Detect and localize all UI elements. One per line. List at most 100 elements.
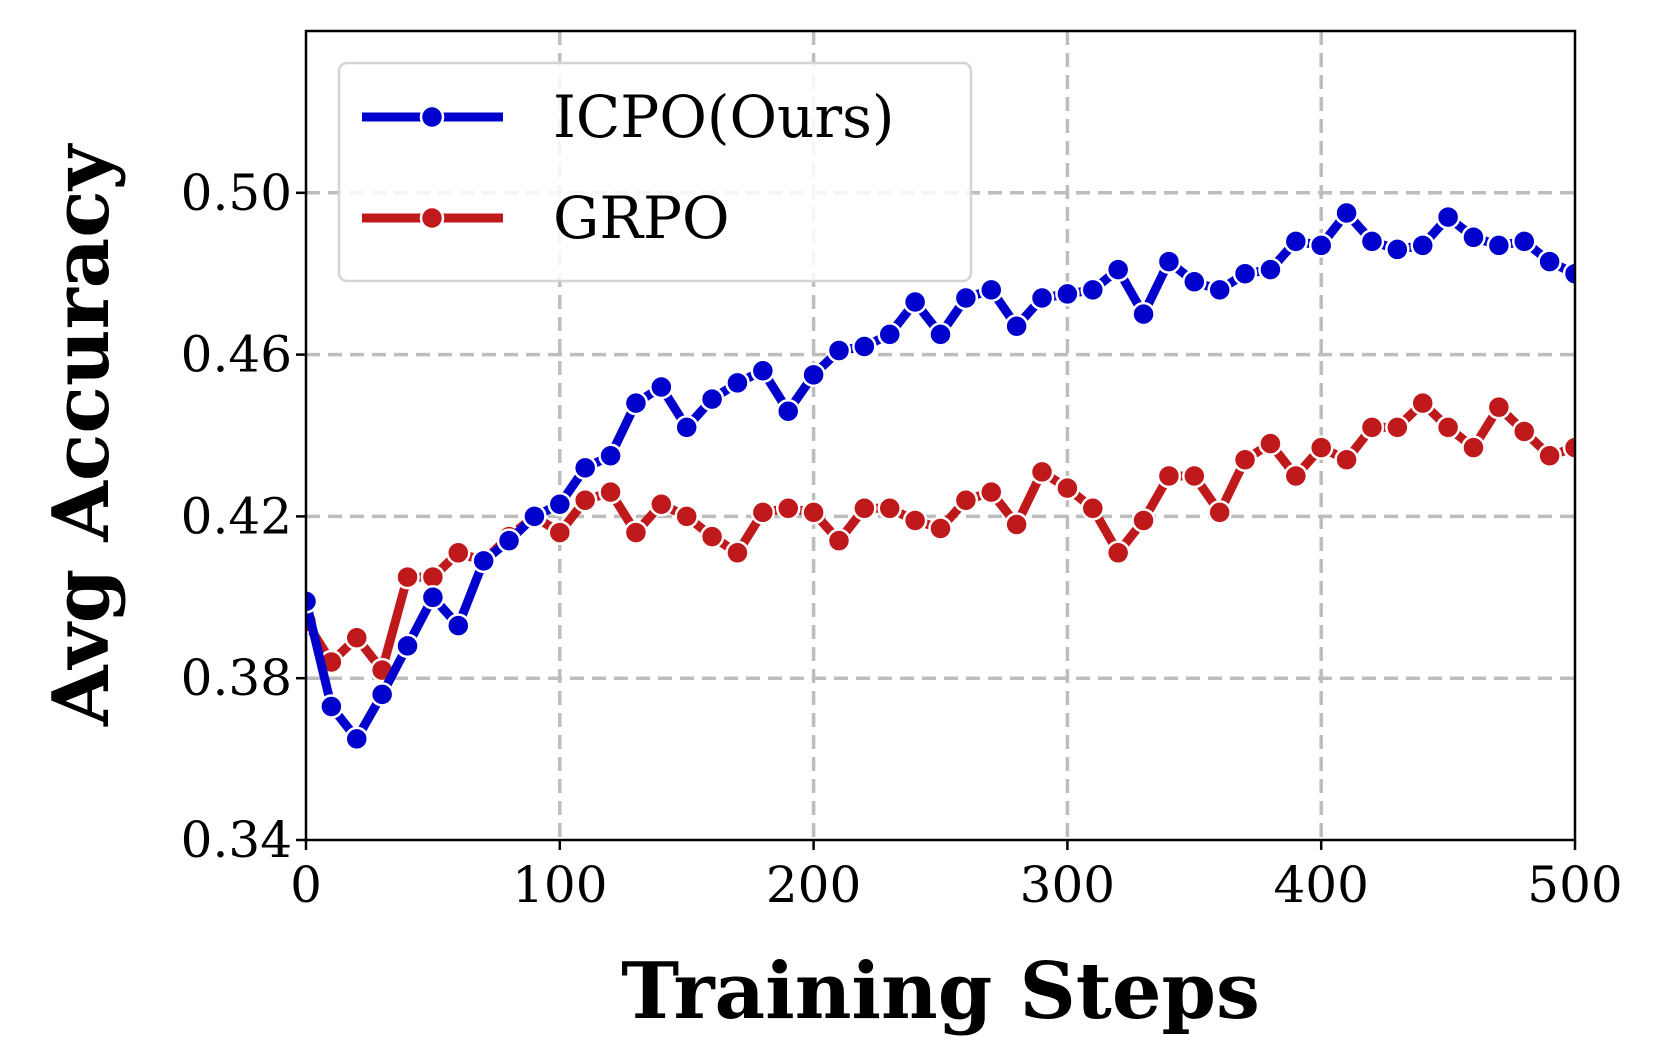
- data-point: [1537, 443, 1562, 468]
- x-tick-label: 100: [512, 856, 607, 914]
- data-point: [826, 528, 852, 553]
- series-grpo: [306, 390, 1575, 683]
- data-point: [1562, 261, 1575, 286]
- data-point: [598, 479, 623, 505]
- data-point: [979, 277, 1004, 303]
- data-point: [877, 496, 902, 521]
- data-point: [572, 487, 598, 513]
- data-point: [725, 540, 750, 566]
- data-point: [420, 564, 446, 590]
- y-tick-label: 0.46: [181, 326, 292, 384]
- data-point: [471, 548, 496, 574]
- data-point: [420, 585, 446, 610]
- data-point: [1182, 463, 1207, 489]
- data-point: [1486, 394, 1512, 420]
- data-point: [1232, 447, 1258, 473]
- data-point: [547, 520, 573, 545]
- data-point: [572, 455, 598, 481]
- data-point: [1080, 496, 1106, 521]
- data-point: [1486, 233, 1512, 258]
- data-point: [395, 633, 420, 659]
- data-point: [1004, 512, 1029, 537]
- data-point: [1511, 419, 1537, 444]
- data-point: [674, 415, 699, 440]
- data-point: [1359, 229, 1385, 254]
- data-point: [902, 289, 928, 315]
- series-line: [306, 208, 1575, 744]
- plot-frame: [304, 29, 1577, 842]
- data-point: [623, 520, 649, 545]
- data-point: [928, 322, 953, 347]
- data-point: [953, 285, 979, 311]
- data-point: [1385, 415, 1410, 440]
- data-point: [1207, 500, 1232, 525]
- data-point: [1308, 435, 1334, 460]
- data-point: [1511, 229, 1537, 254]
- data-point: [1232, 261, 1258, 286]
- legend-marker: [419, 205, 445, 231]
- data-point: [1410, 390, 1435, 416]
- data-point: [852, 334, 877, 359]
- data-point: [1131, 508, 1156, 533]
- data-point: [699, 524, 725, 549]
- data-point: [1359, 415, 1385, 440]
- legend-item: ICPO(Ours): [362, 83, 895, 151]
- data-point: [522, 504, 547, 529]
- data-point: [826, 338, 852, 363]
- data-point: [979, 479, 1004, 505]
- legend-label: GRPO: [553, 184, 730, 252]
- data-point: [1334, 200, 1359, 226]
- data-point: [1182, 269, 1207, 295]
- data-point: [1207, 277, 1232, 303]
- data-point: [395, 564, 420, 590]
- y-tick-label: 0.42: [181, 487, 292, 545]
- data-point: [699, 386, 725, 412]
- data-point: [598, 443, 623, 468]
- legend-label: ICPO(Ours): [553, 83, 895, 151]
- data-point: [801, 500, 826, 525]
- data-point: [775, 496, 801, 521]
- data-point: [1283, 229, 1309, 254]
- x-tick-label: 400: [1273, 856, 1368, 914]
- data-point: [1055, 475, 1080, 501]
- y-axis-title: Avg Accuracy: [36, 142, 127, 727]
- x-tick-label: 500: [1527, 856, 1622, 914]
- data-point: [1131, 301, 1156, 327]
- x-axis-title: Training Steps: [621, 946, 1260, 1037]
- data-point: [1461, 435, 1486, 460]
- y-tick-label: 0.50: [181, 164, 292, 222]
- data-point: [623, 390, 649, 416]
- data-point: [1004, 314, 1029, 339]
- data-point: [1283, 463, 1309, 489]
- x-tick-label: 0: [290, 856, 322, 914]
- data-point: [801, 362, 826, 388]
- data-point: [547, 492, 573, 517]
- data-point: [649, 492, 674, 517]
- x-tick-label: 200: [766, 856, 861, 914]
- data-point: [852, 496, 877, 521]
- data-point: [902, 508, 928, 533]
- data-point: [344, 726, 370, 752]
- data-point: [725, 370, 750, 396]
- data-point: [928, 516, 953, 541]
- data-point: [1029, 459, 1055, 485]
- data-point: [750, 358, 776, 384]
- data-point: [1080, 277, 1106, 303]
- data-point: [750, 500, 776, 525]
- data-point: [1055, 281, 1080, 307]
- data-point: [1105, 257, 1131, 282]
- data-point: [1562, 435, 1575, 460]
- data-point: [1308, 233, 1334, 258]
- data-point: [1156, 249, 1182, 274]
- data-point: [1029, 285, 1055, 311]
- data-point: [496, 528, 522, 553]
- data-point: [1105, 540, 1131, 566]
- data-point: [1461, 225, 1486, 250]
- data-point: [877, 322, 902, 347]
- legend-item: GRPO: [362, 184, 730, 252]
- data-point: [674, 504, 699, 529]
- data-point: [344, 625, 370, 650]
- series-icpo-ours-: [306, 200, 1575, 752]
- data-point: [1334, 447, 1359, 473]
